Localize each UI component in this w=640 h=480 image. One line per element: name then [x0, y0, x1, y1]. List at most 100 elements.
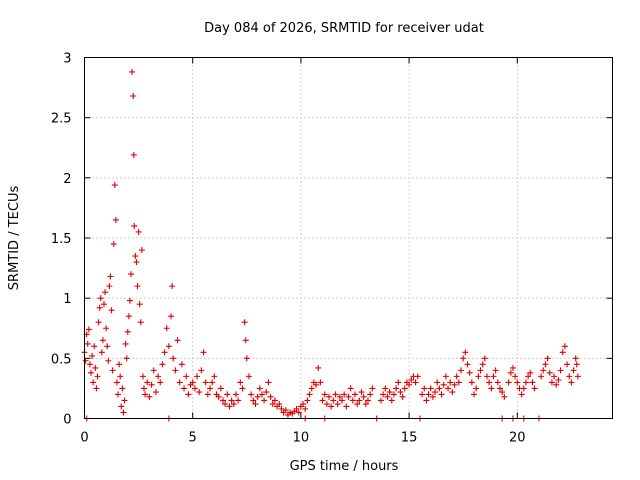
data-point	[494, 379, 501, 386]
data-point	[427, 385, 434, 392]
data-point	[258, 391, 265, 398]
data-point	[419, 391, 426, 398]
data-point	[546, 369, 553, 376]
data-point	[228, 397, 235, 404]
data-point	[189, 379, 196, 386]
data-point	[174, 337, 181, 344]
data-point	[304, 397, 311, 404]
data-point	[347, 385, 354, 392]
data-point	[86, 361, 93, 368]
data-point	[204, 391, 211, 398]
data-point	[354, 401, 361, 408]
data-point	[125, 313, 132, 320]
data-point	[349, 397, 356, 404]
data-point	[360, 393, 367, 400]
data-point	[176, 379, 183, 386]
x-axis-label: GPS time / hours	[290, 459, 399, 474]
data-point	[343, 403, 350, 410]
data-point	[345, 393, 352, 400]
data-point	[313, 381, 320, 388]
data-point	[447, 379, 454, 386]
data-point	[382, 385, 389, 392]
data-point	[161, 349, 168, 356]
data-point	[243, 355, 250, 362]
data-point	[570, 367, 577, 374]
data-point	[477, 367, 484, 374]
data-point	[129, 68, 136, 75]
data-point	[393, 385, 400, 392]
data-point	[518, 391, 525, 398]
data-point	[112, 216, 119, 223]
data-point	[263, 389, 270, 396]
data-point	[339, 397, 346, 404]
data-point	[89, 352, 96, 359]
data-point	[317, 379, 324, 386]
data-point	[559, 349, 566, 356]
data-point	[267, 393, 274, 400]
data-point	[544, 355, 551, 362]
data-point	[514, 379, 521, 386]
data-point	[384, 393, 391, 400]
data-point	[492, 367, 499, 374]
data-point	[98, 349, 105, 356]
data-point	[242, 337, 249, 344]
x-tick-label: 15	[401, 431, 418, 446]
data-point	[85, 326, 92, 333]
data-point	[103, 325, 110, 332]
data-point	[336, 393, 343, 400]
data-point	[479, 361, 486, 368]
data-point	[475, 373, 482, 380]
data-point	[261, 397, 268, 404]
data-point	[341, 391, 348, 398]
data-point	[219, 397, 226, 404]
data-point	[449, 389, 456, 396]
data-point	[278, 405, 285, 412]
data-point	[119, 385, 126, 392]
data-point	[434, 379, 441, 386]
data-point	[92, 364, 99, 371]
data-point	[471, 391, 478, 398]
data-point	[315, 364, 322, 371]
data-point	[222, 401, 229, 408]
data-point	[254, 393, 261, 400]
y-tick-label: 1.5	[51, 232, 72, 247]
data-point	[293, 405, 300, 412]
data-point	[334, 401, 341, 408]
data-point	[321, 391, 328, 398]
data-point	[525, 373, 532, 380]
data-point	[123, 355, 130, 362]
data-point	[462, 349, 469, 356]
data-point	[408, 376, 415, 383]
data-point	[120, 409, 127, 416]
data-point	[522, 379, 529, 386]
data-point	[94, 373, 101, 380]
data-point	[330, 397, 337, 404]
data-point	[445, 385, 452, 392]
data-point	[388, 397, 395, 404]
y-tick-label: 1	[63, 292, 71, 307]
data-point	[564, 361, 571, 368]
data-point	[91, 343, 98, 350]
data-point	[397, 389, 404, 396]
data-point	[248, 391, 255, 398]
data-point	[542, 361, 549, 368]
data-point	[108, 307, 115, 314]
data-point	[134, 283, 141, 290]
data-point	[561, 343, 568, 350]
data-point	[152, 389, 159, 396]
data-point	[82, 357, 89, 364]
data-point	[438, 391, 445, 398]
data-point	[144, 379, 151, 386]
data-point	[551, 373, 558, 380]
data-point	[148, 381, 155, 388]
data-point	[399, 393, 406, 400]
data-point	[490, 373, 497, 380]
data-point	[226, 403, 233, 410]
data-point	[142, 391, 149, 398]
data-point	[432, 389, 439, 396]
x-tick-label: 5	[189, 431, 197, 446]
data-point	[237, 379, 244, 386]
data-point	[453, 373, 460, 380]
data-point	[367, 391, 374, 398]
